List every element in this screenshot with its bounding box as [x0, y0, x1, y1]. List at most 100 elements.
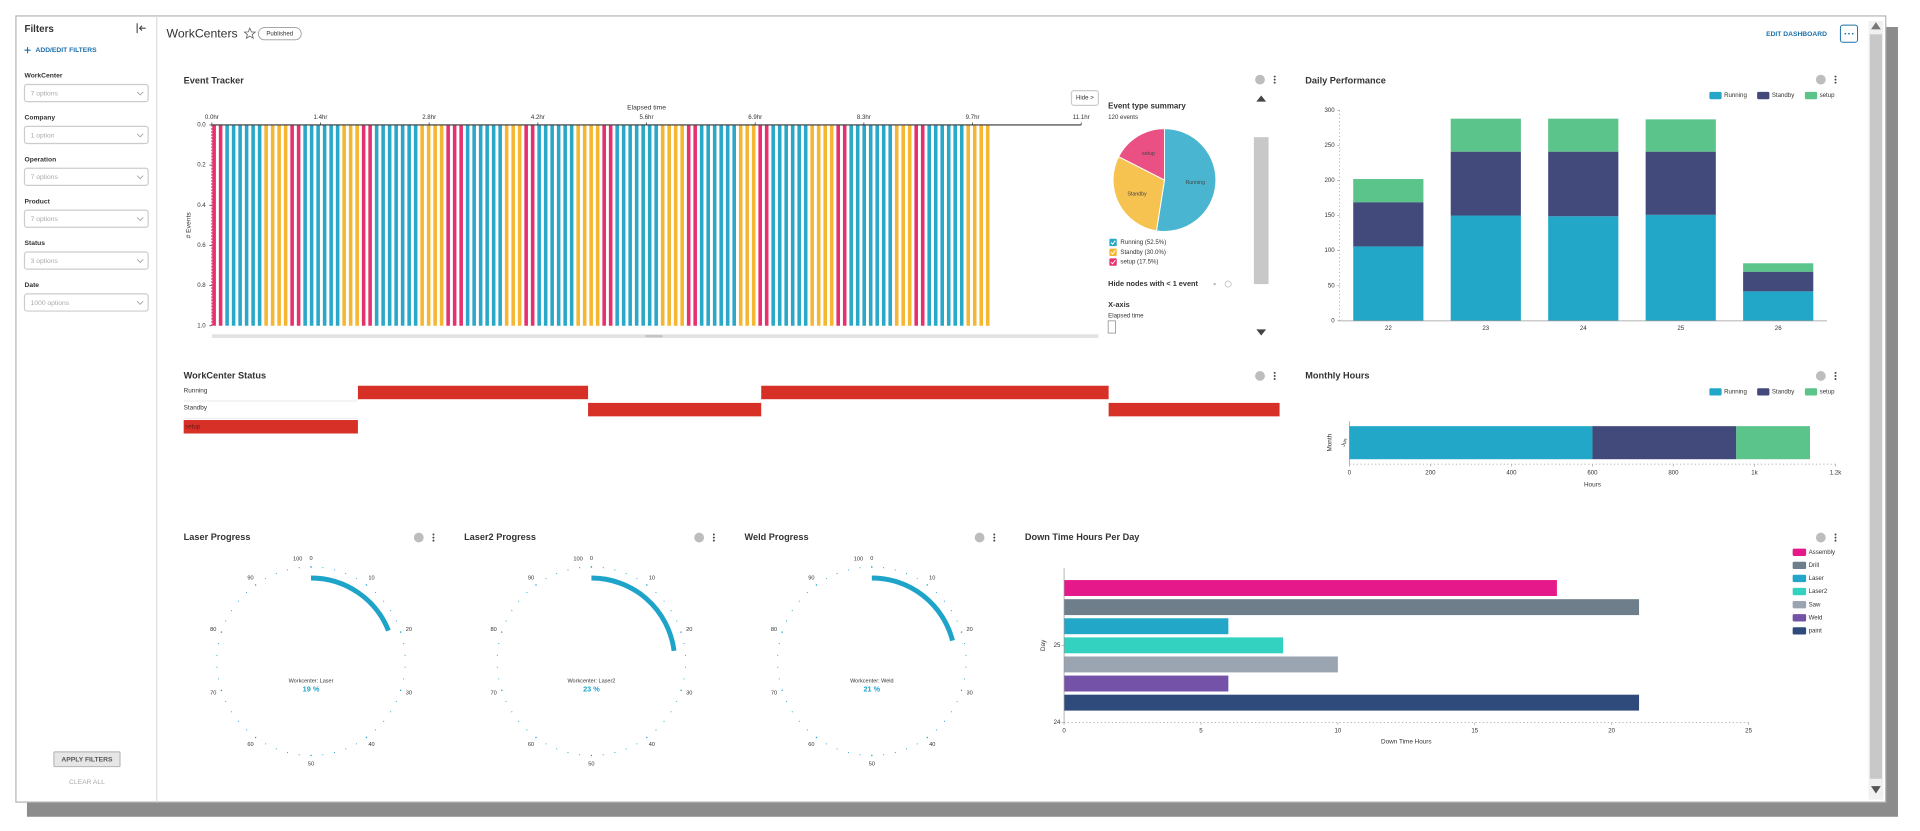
- gauge-minor-dot: [683, 643, 685, 645]
- status-bar: [588, 402, 762, 417]
- gauge-minor-dot: [287, 569, 289, 571]
- panel-menu-dot: [1273, 75, 1276, 78]
- checkmark: [1110, 240, 1116, 245]
- scroll-up[interactable]: [1871, 22, 1881, 30]
- event-stripe: [257, 125, 262, 326]
- panel-title: Daily Performance: [1305, 75, 1386, 85]
- edit-dashboard[interactable]: EDIT DASHBOARD: [1766, 31, 1827, 38]
- gauge-tick: [590, 754, 593, 757]
- panel-title: Laser2 Progress: [464, 532, 536, 542]
- panel-filter-icon[interactable]: [694, 532, 705, 543]
- gauge-minor-dot: [333, 569, 336, 571]
- event-stripe: [725, 125, 730, 326]
- gauge-minor-dot: [390, 711, 392, 713]
- gauge-minor-dot: [836, 573, 838, 575]
- gauge-minor-dot: [676, 620, 678, 622]
- event-stripe: [426, 125, 431, 326]
- event-stripe: [738, 125, 743, 326]
- panel-menu-dot: [993, 539, 996, 542]
- event-stripe: [355, 125, 359, 326]
- y-tick-label: 300: [1324, 107, 1335, 114]
- y-axis-title: Month: [1326, 433, 1333, 451]
- event-stripe: [816, 125, 821, 326]
- panel-scroll-down[interactable]: [1256, 329, 1267, 336]
- gauge-minor-dot: [395, 620, 397, 622]
- event-stripe: [849, 125, 853, 326]
- event-stripe: [446, 125, 450, 326]
- apply-label[interactable]: APPLY FILTERS: [61, 757, 113, 764]
- filter-select[interactable]: [23, 167, 149, 187]
- panel-filter-icon[interactable]: [413, 532, 424, 543]
- event-stripe: [387, 125, 392, 326]
- bar-segment: [1353, 179, 1424, 203]
- filter-select[interactable]: [23, 209, 149, 228]
- event-stripe: [829, 125, 834, 326]
- toggle-on[interactable]: [1224, 280, 1232, 288]
- filter-select[interactable]: [23, 125, 149, 145]
- panel-menu-dot: [1834, 374, 1837, 377]
- collapse-icon[interactable]: [136, 23, 146, 34]
- star-icon[interactable]: [243, 27, 257, 40]
- legend-checkbox[interactable]: [1109, 258, 1117, 266]
- toggle-off[interactable]: [1213, 282, 1216, 286]
- event-stripe: [595, 125, 600, 326]
- bar-segment: [1548, 216, 1619, 321]
- panel-filter-icon[interactable]: [1255, 371, 1265, 381]
- panel-filter-icon[interactable]: [1255, 74, 1265, 85]
- panel-filter-icon[interactable]: [974, 532, 985, 543]
- add-filters[interactable]: ADD/EDIT FILTERS: [36, 47, 98, 54]
- panel-scroll-up[interactable]: [1256, 95, 1267, 102]
- filter-select[interactable]: [23, 83, 149, 103]
- x-axis-select[interactable]: [1107, 320, 1116, 334]
- gauge-minor-dot: [670, 711, 672, 713]
- gauge-minor-dot: [859, 567, 861, 569]
- gauge-minor-dot: [806, 591, 808, 594]
- x-tick-label: 8.3hr: [857, 114, 871, 121]
- gauge-minor-dot: [567, 569, 569, 571]
- gauge-tick-label: 0: [309, 556, 312, 562]
- x-tick-label: 5.6hr: [640, 114, 654, 121]
- legend-checkbox[interactable]: [1109, 248, 1117, 256]
- scroll-down[interactable]: [1871, 786, 1881, 794]
- event-stripe: [381, 125, 385, 326]
- gauge-minor-dot: [383, 720, 385, 722]
- filter-select[interactable]: [23, 251, 149, 270]
- h-scroll-grip[interactable]: [645, 334, 663, 338]
- x-tick-label: 26: [1775, 325, 1782, 332]
- bar: [1064, 637, 1284, 654]
- y-axis-title: # Events: [185, 212, 192, 239]
- event-stripe: [628, 125, 632, 326]
- apply-button[interactable]: [53, 751, 121, 768]
- event-stripe: [875, 125, 879, 326]
- panel-scroll-thumb[interactable]: [1253, 137, 1269, 285]
- panel-filter-icon[interactable]: [1815, 371, 1826, 381]
- gauge-minor-dot: [237, 600, 239, 602]
- x-tick-label: 0: [1348, 469, 1352, 476]
- gauge-tick-label: 70: [771, 691, 777, 697]
- panel-filter-icon[interactable]: [1815, 532, 1826, 543]
- gauge-minor-dot: [916, 578, 918, 580]
- gauge-minor-dot: [526, 729, 528, 731]
- hide-button[interactable]: Hide >: [1076, 95, 1094, 102]
- clear-all[interactable]: CLEAR ALL: [69, 779, 105, 786]
- event-stripe: [608, 125, 613, 326]
- hide-button-frame[interactable]: [1070, 90, 1099, 106]
- filter-select[interactable]: [23, 293, 149, 312]
- event-stripe: [283, 125, 288, 326]
- gauge-minor-dot: [956, 620, 958, 622]
- gauge-minor-dot: [798, 720, 800, 722]
- gauge-minor-dot: [683, 678, 685, 680]
- gauge-minor-dot: [935, 591, 937, 594]
- panel-filter-icon[interactable]: [1815, 74, 1826, 85]
- event-stripe: [589, 125, 593, 326]
- gauge-minor-dot: [778, 678, 780, 680]
- event-stripe: [797, 125, 801, 326]
- filter-placeholder: 7 options: [31, 90, 59, 97]
- legend-label: Saw: [1809, 601, 1821, 608]
- event-stripe: [771, 125, 775, 326]
- bar-segment: [1645, 151, 1716, 215]
- panel-menu-dot: [432, 539, 435, 542]
- scrollbar-thumb[interactable]: [1869, 34, 1883, 779]
- y-axis-title: Day: [1040, 639, 1047, 651]
- legend-checkbox[interactable]: [1109, 238, 1117, 247]
